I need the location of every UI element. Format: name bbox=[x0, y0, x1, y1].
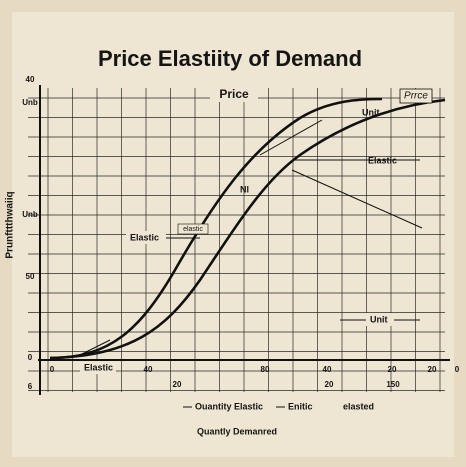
label: Elastic bbox=[130, 232, 159, 242]
curve-elastic bbox=[49, 98, 446, 360]
label: Elastic bbox=[368, 155, 397, 165]
y-tick-label: Unb bbox=[22, 210, 38, 219]
label-box bbox=[399, 88, 433, 104]
label-bg bbox=[366, 313, 394, 326]
x-tick-label: 0 bbox=[50, 365, 55, 374]
curve-inelastic bbox=[49, 97, 383, 360]
x-axis-title: Quantly Demanred bbox=[197, 426, 277, 436]
y-axis-title: Prunfttthwaiiq bbox=[5, 191, 16, 258]
label: Elastic bbox=[84, 362, 113, 372]
legend-entry: elasted bbox=[343, 401, 374, 411]
label-box bbox=[177, 223, 209, 235]
arrow bbox=[259, 119, 323, 156]
arrow bbox=[79, 339, 111, 356]
x-tick-label: 40 bbox=[323, 365, 332, 374]
y-ticks: 40 Unb Unb 50 0 6 bbox=[22, 75, 38, 391]
arrow bbox=[291, 169, 423, 229]
label: Prrce bbox=[404, 91, 428, 102]
y-tick-label: 6 bbox=[28, 382, 33, 391]
x-tick-label: 0 bbox=[455, 365, 460, 374]
label-bg bbox=[80, 361, 116, 374]
y-tick-label: 50 bbox=[26, 272, 35, 281]
x-tick-label: 40 bbox=[144, 365, 153, 374]
label: elastic bbox=[183, 226, 203, 233]
y-tick-label: Unb bbox=[22, 98, 38, 107]
label-bg bbox=[126, 231, 166, 244]
x-tick-label: 20 bbox=[428, 365, 437, 374]
legend-entry: Enitic bbox=[288, 401, 313, 411]
y-tick-label: 40 bbox=[26, 75, 35, 84]
x-ticks: 0 40 80 40 20 20 0 20 20 150 bbox=[50, 365, 460, 389]
label: Unit bbox=[362, 107, 380, 117]
label: Nl bbox=[240, 184, 249, 194]
legend-entry: Ouantity Elastic bbox=[195, 401, 263, 411]
x-tick-label: 20 bbox=[173, 380, 182, 389]
x-tick-label: 20 bbox=[325, 380, 334, 389]
x-tick-label: 80 bbox=[261, 365, 270, 374]
x-tick-label: 20 bbox=[388, 365, 397, 374]
label: Price bbox=[219, 87, 249, 101]
y-tick-label: 0 bbox=[28, 353, 33, 362]
grid bbox=[28, 88, 445, 392]
title: Price Elastiity of Demand bbox=[98, 46, 362, 71]
x-tick-label: 150 bbox=[386, 380, 400, 389]
label-bg bbox=[210, 88, 258, 102]
label: Unit bbox=[370, 314, 388, 324]
